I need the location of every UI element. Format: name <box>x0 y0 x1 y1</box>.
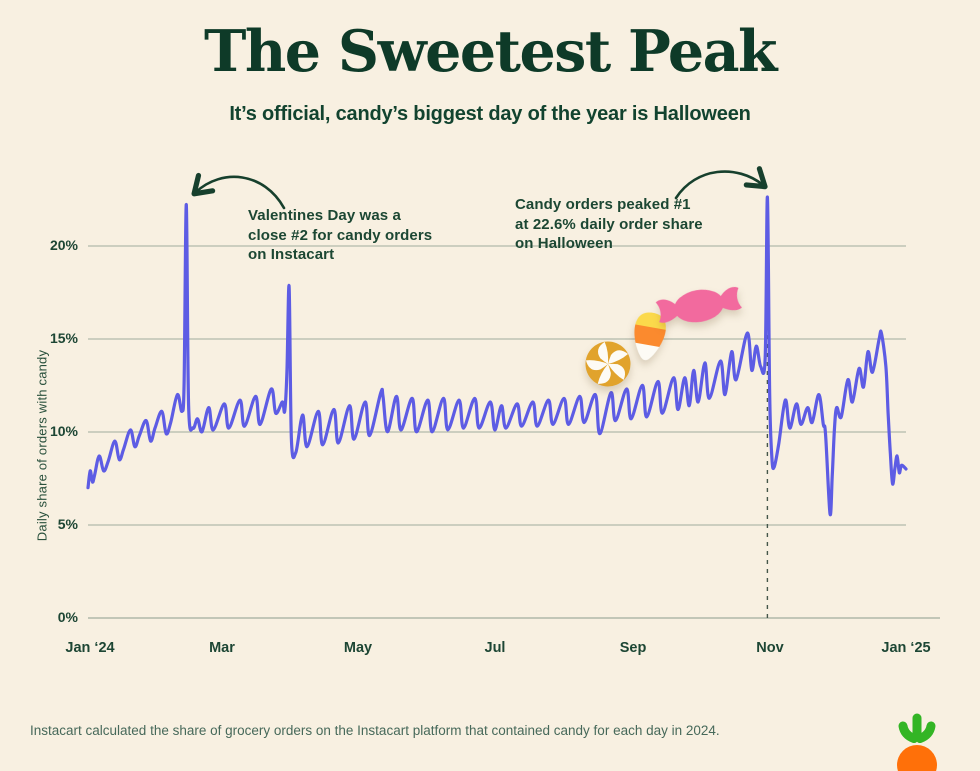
valentines-arrow-icon <box>191 172 286 210</box>
halloween-annotation: Candy orders peaked #1 at 22.6% daily or… <box>515 195 755 254</box>
halloween-arrow-icon <box>674 166 768 200</box>
x-tick-jan25: Jan ‘25 <box>881 640 931 656</box>
halloween-annotation-line3: on Halloween <box>515 235 613 252</box>
page-title: The Sweetest Peak <box>203 18 778 85</box>
x-tick-jul: Jul <box>484 640 506 656</box>
y-tick-0: 0% <box>57 609 78 625</box>
valentines-annotation: Valentines Day was a close #2 for candy … <box>248 206 473 265</box>
candy-share-line <box>86 195 908 517</box>
y-tick-5: 5% <box>57 516 78 532</box>
valentines-annotation-line3: on Instacart <box>248 246 335 263</box>
wrapped-candy-icon <box>655 287 742 323</box>
y-gridlines <box>88 245 940 619</box>
x-tick-jan24: Jan ‘24 <box>65 640 115 656</box>
annotation-arrows <box>191 166 768 210</box>
methodology-note: Instacart calculated the share of grocer… <box>30 723 720 738</box>
lollipop-swirl-icon <box>585 341 631 387</box>
page-subtitle: It’s official, candy’s biggest day of th… <box>229 103 751 125</box>
y-tick-15: 15% <box>49 330 78 346</box>
x-tick-mar: Mar <box>209 640 235 656</box>
y-axis-title: Daily share of orders with candy <box>34 349 50 542</box>
y-tick-20: 20% <box>49 237 78 253</box>
halloween-annotation-line1: Candy orders peaked #1 <box>515 196 691 213</box>
instacart-carrot-logo-icon <box>897 713 937 771</box>
halloween-annotation-line2: at 22.6% daily order share <box>515 215 703 233</box>
x-tick-nov: Nov <box>756 640 784 656</box>
x-tick-sep: Sep <box>619 640 647 656</box>
y-tick-10: 10% <box>49 423 78 439</box>
valentines-annotation-line1: Valentines Day was a <box>248 207 401 224</box>
x-tick-may: May <box>343 640 373 656</box>
valentines-annotation-line2: close #2 for candy orders <box>248 226 433 244</box>
